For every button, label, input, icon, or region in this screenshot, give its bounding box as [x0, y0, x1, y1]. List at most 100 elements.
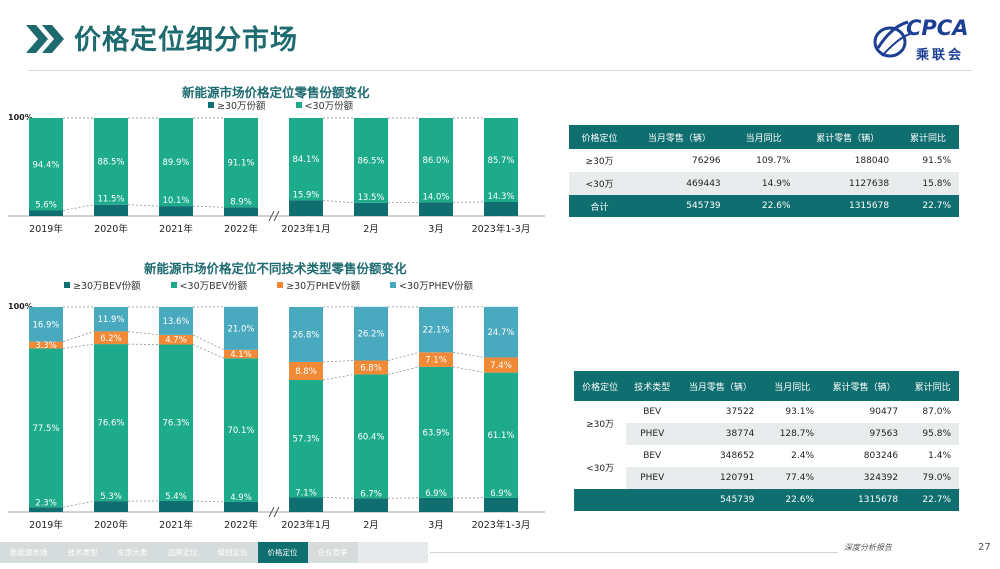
bar-segment [354, 498, 388, 512]
bar-segment [354, 118, 388, 203]
data-label: 21.0% [227, 324, 254, 334]
footer-nav: 新能源市场 技术类型 车型大类 品牌定位 级别定位 价格定位 企业竞争 [0, 542, 428, 563]
data-label: 85.7% [487, 156, 514, 166]
table-cell: 1.4% [928, 451, 951, 461]
connector-line [192, 344, 225, 359]
table-header: 累计同比 [897, 125, 959, 149]
bar-segment [159, 334, 193, 345]
data-label: 3.3% [35, 341, 57, 351]
table-cell: 1127638 [798, 172, 898, 195]
table-cell: 14.9% [728, 172, 799, 195]
table-header: 价格定位 [569, 125, 631, 149]
footer-nav-item[interactable]: 车型大类 [107, 542, 158, 563]
connector-line [387, 351, 420, 361]
bar-segment [289, 361, 323, 380]
logo-brand: CPCA [906, 16, 969, 40]
connector-line [62, 343, 95, 349]
report-label: 深度分析报告 [844, 543, 892, 552]
table-row: ≥30万 BEV 37522 93.1% 90477 87.0% [574, 401, 959, 430]
table-row: <30万 BEV 348652 2.4% 803246 1.4% [574, 445, 959, 474]
category-label: 2020年 [94, 519, 128, 531]
legend-item: <30万BEV份额 [170, 278, 247, 292]
table-cell: 324392 [822, 467, 907, 489]
bar-segment [94, 501, 128, 512]
table-cell: PHEV [626, 423, 679, 445]
connector-line [322, 374, 355, 381]
footer-nav-item[interactable]: 级别定位 [207, 542, 258, 563]
data-label: 6.9% [490, 489, 512, 499]
bar-segment [484, 118, 518, 202]
header-divider [28, 70, 972, 71]
table-group-label: ≥30万 [586, 419, 615, 430]
data-label: 10.1% [162, 196, 189, 206]
data-label: 4.9% [230, 493, 252, 503]
table-cell: <30万 [569, 172, 631, 195]
category-label: 2021年 [159, 223, 193, 235]
table-cell: 545739 [630, 195, 729, 217]
data-label: 6.8% [360, 363, 382, 373]
data-label: 76.6% [97, 419, 124, 429]
legend-item: <30万PHEV份额 [390, 278, 473, 292]
footer-nav-item[interactable]: 新能源市场 [0, 542, 58, 563]
data-label: 94.4% [32, 160, 59, 170]
footer-nav-item[interactable]: 价格定位 [257, 542, 308, 563]
table-header: 当月零售（辆） [678, 371, 763, 401]
table-cell: 15.8% [897, 172, 959, 195]
data-label: 13.6% [162, 317, 189, 327]
table-row: PHEV 38774 128.7% 97563 95.8% [574, 423, 959, 445]
table-row: ≥30万 76296 109.7% 188040 91.5% [569, 149, 959, 172]
data-label: 76.3% [162, 419, 189, 429]
cpca-logo: CPCA 乘联会 [872, 16, 984, 66]
legend-item: <30万份额 [295, 98, 353, 112]
bar-segment [159, 206, 193, 216]
table-cell: 97563 [822, 423, 907, 445]
data-label: 6.7% [360, 489, 382, 499]
data-label: 22.1% [422, 326, 449, 336]
bar-segment [94, 331, 128, 345]
category-label: 2023年1-3月 [472, 223, 531, 235]
y-top-label: 100% [8, 113, 33, 122]
category-label: 2022年 [224, 519, 258, 531]
data-label: 5.6% [35, 201, 57, 211]
retail-table-price-tech: 价格定位 技术类型 当月零售（辆） 当月同比 累计零售（辆） 累计同比 ≥30万 BEV 37… [574, 371, 959, 511]
table-cell: ≥30万 [585, 157, 614, 167]
data-label: 11.9% [97, 315, 124, 325]
table-cell: 76296 [692, 155, 721, 166]
footer-nav-item[interactable]: 技术类型 [57, 542, 108, 563]
data-label: 14.0% [422, 192, 449, 202]
category-label: 2022年 [224, 223, 258, 235]
bar-segment [484, 497, 518, 512]
table-cell: 87.0% [922, 407, 951, 417]
data-label: 5.3% [100, 492, 122, 502]
bar-segment [94, 118, 128, 205]
table-header: 当月同比 [762, 371, 823, 401]
table-total-row: 545739 22.6% 1315678 22.7% [574, 489, 959, 511]
connector-line [452, 366, 485, 373]
footer-nav-item[interactable]: 企业竞争 [307, 542, 358, 563]
category-label: 2019年 [29, 223, 63, 235]
bar-segment [159, 344, 193, 501]
table-cell: 1315678 [822, 489, 907, 511]
bar-segment [354, 306, 388, 361]
legend-item: ≥30万BEV份额 [64, 278, 141, 292]
bar-segment [224, 358, 258, 502]
table-header: 技术类型 [626, 371, 679, 401]
data-label: 89.9% [162, 158, 189, 168]
connector-line [62, 204, 95, 211]
footer-nav-item[interactable]: 品牌定位 [157, 542, 208, 563]
table-cell: 2.4% [791, 451, 815, 461]
data-label: 6.2% [100, 334, 122, 344]
table-cell: 1315678 [798, 195, 898, 217]
data-label: 7.1% [295, 488, 317, 498]
data-label: 26.8% [292, 330, 319, 340]
connector-line [62, 331, 95, 342]
table-cell: 545739 [678, 489, 763, 511]
category-label: 2020年 [94, 223, 128, 235]
table-cell: 188040 [854, 155, 890, 166]
logo-subtitle: 乘联会 [916, 48, 965, 63]
bar-segment [29, 341, 63, 349]
table-total-row: 合计 545739 22.6% 1315678 22.7% [569, 195, 959, 217]
connector-line [322, 360, 355, 363]
table-cell: 37522 [725, 407, 755, 417]
globe-icon [873, 20, 911, 58]
